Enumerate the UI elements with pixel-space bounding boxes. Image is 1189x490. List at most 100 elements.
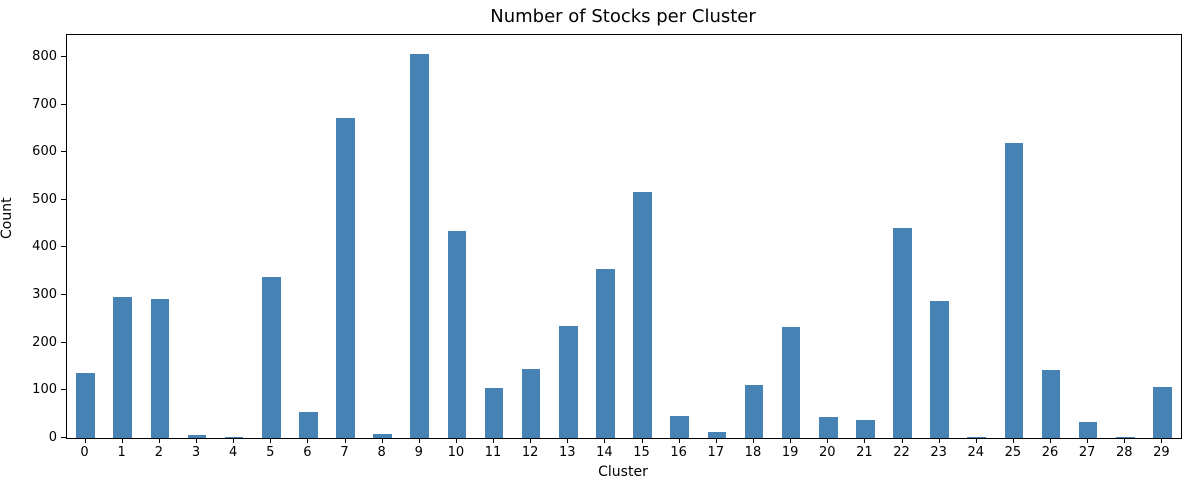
bar-cluster-7 (336, 118, 355, 438)
bar-cluster-6 (299, 412, 318, 438)
x-tick-mark (270, 438, 272, 443)
y-tick-mark (61, 294, 66, 296)
x-tick-mark (381, 438, 383, 443)
x-tick-label: 9 (414, 445, 423, 460)
x-tick-mark (1124, 438, 1126, 443)
y-tick-mark (61, 151, 66, 153)
x-tick-mark (455, 438, 457, 443)
bar-cluster-11 (484, 388, 504, 438)
y-tick-mark (61, 246, 66, 248)
x-tick-mark (864, 438, 866, 443)
bar-cluster-26 (1041, 370, 1061, 438)
x-tick-label: 29 (1153, 445, 1170, 460)
bar-cluster-21 (856, 420, 875, 438)
x-tick-mark (1050, 438, 1052, 443)
y-tick-label: 0 (48, 430, 57, 445)
x-tick-label: 3 (191, 445, 201, 460)
x-tick-label: 8 (377, 445, 386, 460)
x-tick-label: 13 (559, 445, 576, 460)
x-tick-label: 26 (1041, 445, 1059, 460)
x-tick-label: 11 (484, 445, 502, 460)
x-tick-label: 25 (1004, 445, 1022, 460)
x-tick-mark (975, 438, 977, 443)
bar-cluster-3 (187, 435, 207, 438)
x-axis-label: Cluster (598, 464, 648, 480)
y-tick-label: 800 (32, 48, 57, 64)
bar-cluster-29 (1153, 387, 1172, 438)
x-tick-label: 20 (818, 445, 836, 460)
y-tick-mark (61, 198, 66, 200)
x-tick-label: 2 (154, 445, 163, 460)
y-tick-label: 700 (32, 96, 57, 112)
x-tick-mark (344, 438, 346, 443)
y-tick-mark (61, 389, 66, 391)
x-tick-mark (84, 438, 86, 443)
x-tick-label: 5 (266, 445, 275, 460)
x-tick-label: 4 (228, 445, 238, 460)
y-tick-label: 100 (32, 382, 57, 398)
x-tick-mark (493, 438, 495, 443)
chart-title: Number of Stocks per Cluster (490, 6, 756, 27)
x-tick-label: 24 (967, 445, 985, 460)
bar-cluster-17 (707, 432, 727, 438)
x-tick-mark (530, 438, 532, 443)
x-tick-mark (1161, 438, 1163, 443)
bar-cluster-4 (224, 437, 244, 438)
bar-cluster-5 (261, 277, 281, 438)
y-tick-label: 600 (32, 144, 57, 160)
y-tick-mark (61, 341, 66, 343)
x-tick-label: 6 (303, 445, 312, 460)
x-tick-mark (790, 438, 792, 443)
x-tick-label: 21 (856, 445, 873, 460)
x-tick-mark (752, 438, 754, 443)
x-tick-mark (938, 438, 940, 443)
y-tick-label: 200 (32, 334, 57, 350)
bar-cluster-25 (1004, 143, 1024, 438)
y-tick-label: 500 (32, 191, 57, 207)
bar-cluster-10 (447, 231, 467, 438)
y-tick-label: 400 (32, 239, 57, 255)
bar-cluster-22 (893, 228, 912, 438)
x-tick-mark (567, 438, 569, 443)
bar-cluster-0 (76, 373, 95, 438)
x-tick-label: 27 (1078, 445, 1096, 460)
bar-cluster-19 (781, 327, 801, 438)
x-tick-mark (121, 438, 123, 443)
bar-cluster-28 (1116, 437, 1135, 438)
x-tick-label: 10 (447, 445, 465, 460)
bar-cluster-16 (670, 416, 689, 438)
plot-area (66, 34, 1182, 439)
x-tick-label: 23 (930, 445, 947, 460)
bar-cluster-1 (113, 297, 132, 438)
x-tick-mark (641, 438, 643, 443)
x-tick-label: 22 (893, 445, 910, 460)
y-tick-mark (61, 437, 66, 438)
y-axis-label-text: Count (0, 197, 15, 239)
x-tick-label: 15 (633, 445, 650, 460)
x-tick-mark (1012, 438, 1014, 443)
bar-cluster-12 (521, 369, 541, 438)
x-tick-mark (307, 438, 309, 443)
x-tick-label: 12 (521, 445, 539, 460)
x-tick-mark (158, 438, 160, 443)
x-tick-mark (604, 438, 606, 443)
x-tick-label: 16 (670, 445, 687, 460)
x-tick-mark (827, 438, 829, 443)
x-tick-label: 28 (1116, 445, 1133, 460)
x-tick-label: 19 (781, 445, 799, 460)
bar-cluster-2 (150, 299, 170, 438)
bar-cluster-27 (1078, 422, 1098, 438)
bar-cluster-9 (410, 54, 430, 438)
x-tick-label: 14 (596, 445, 613, 460)
y-tick-mark (61, 55, 66, 57)
bar-cluster-13 (559, 326, 578, 438)
bar-cluster-23 (930, 301, 949, 438)
bar-cluster-14 (596, 269, 615, 438)
bar-cluster-15 (633, 192, 652, 438)
x-tick-mark (418, 438, 420, 443)
x-tick-mark (1087, 438, 1089, 443)
x-tick-mark (901, 438, 903, 443)
x-tick-mark (715, 438, 717, 443)
x-tick-label: 0 (80, 445, 89, 460)
